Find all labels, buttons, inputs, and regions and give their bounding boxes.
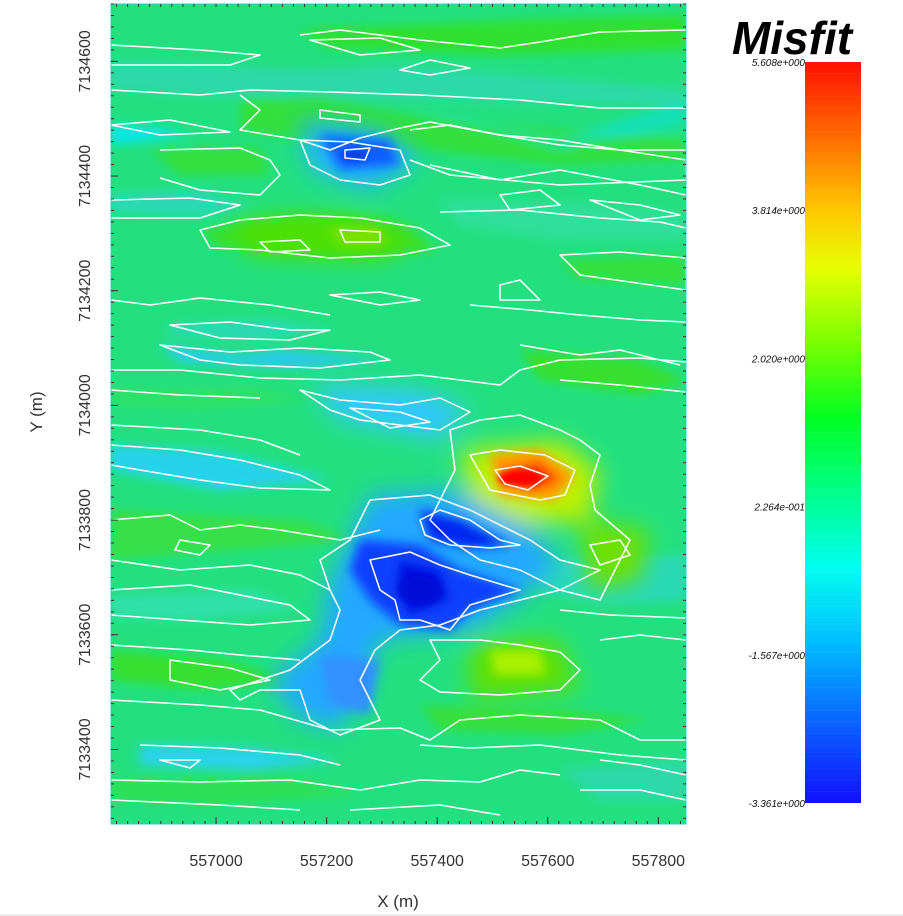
x-axis-ticks: 557000 557200 557400 557600 557800 <box>189 817 685 870</box>
x-tick-label: 557600 <box>521 853 574 870</box>
x-axis-title: X (m) <box>377 892 419 911</box>
colorbar-title: Misfit <box>732 12 854 64</box>
y-tick-label: 7133400 <box>77 718 94 780</box>
colorbar-label: 2.264e-001 <box>753 503 805 514</box>
colorbar-label: 2.020e+000 <box>751 354 806 365</box>
colorbar-label: 5.608e+000 <box>752 58 806 69</box>
y-tick-label: 7134200 <box>77 259 94 321</box>
colorbar-gradient <box>805 62 861 803</box>
x-tick-label: 557200 <box>300 853 353 870</box>
contour-lines <box>111 29 686 816</box>
heatmap-plot-area <box>111 4 686 824</box>
colorbar-label: 3.814e+000 <box>752 206 806 217</box>
y-axis-title: Y (m) <box>27 391 46 432</box>
colorbar-labels: 5.608e+000 3.814e+000 2.020e+000 2.264e-001… <box>749 58 806 810</box>
x-tick-label: 557400 <box>411 853 464 870</box>
colorbar-label: -3.361e+000 <box>749 799 806 810</box>
colorbar: Misfit 5.608e+000 3.814e+000 2.020e+000 2.2… <box>732 12 861 810</box>
colorbar-label: -1.567e+000 <box>749 651 806 662</box>
y-tick-label: 7134600 <box>77 30 94 92</box>
y-tick-label: 7134400 <box>77 145 94 207</box>
x-tick-label: 557000 <box>189 853 242 870</box>
colorbar-bands <box>805 61 861 792</box>
plot-frame <box>110 3 687 825</box>
x-tick-label: 557800 <box>632 853 685 870</box>
y-tick-label: 7133800 <box>77 489 94 551</box>
y-tick-label: 7134000 <box>77 374 94 436</box>
y-axis-ticks: 7133400 7133600 7133800 7134000 7134200 71344… <box>77 30 118 781</box>
y-tick-label: 7133600 <box>77 604 94 666</box>
